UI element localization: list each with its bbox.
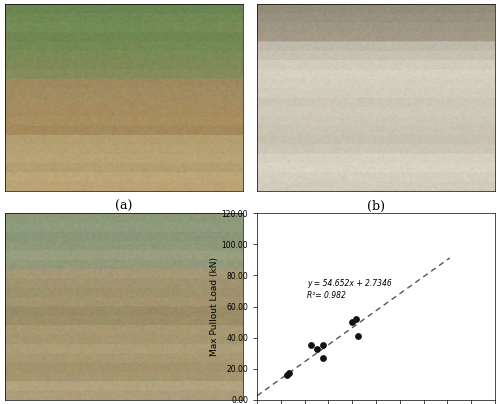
Point [348,319,356,325]
Point [318,355,326,361]
Text: R²= 0.982: R²= 0.982 [307,291,346,300]
Point [283,372,291,378]
Point [306,342,314,349]
Y-axis label: Max Pullout Load (kN): Max Pullout Load (kN) [210,257,218,356]
Text: y = 54.652x + 2.7346: y = 54.652x + 2.7346 [307,279,392,288]
Text: (a): (a) [115,200,132,213]
Point [312,345,320,352]
Point [354,333,362,339]
Point [352,316,360,322]
Point [318,342,326,349]
Text: (b): (b) [367,200,385,213]
Point [285,370,293,376]
